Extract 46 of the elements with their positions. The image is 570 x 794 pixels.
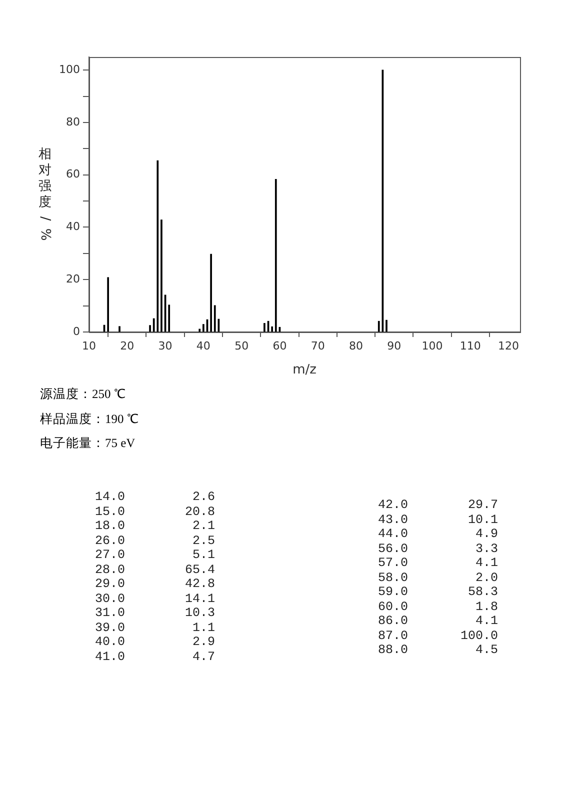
text: 39.0 1.1	[95, 620, 216, 635]
text: 15.0 20.8	[95, 504, 216, 519]
text: 58.0 2.0	[378, 570, 498, 585]
y-tick-label: 0	[73, 324, 80, 338]
text: 31.0 10.3	[95, 606, 216, 620]
text: 样品温度：190 ℃	[40, 410, 139, 428]
x-tick-label: 40	[196, 339, 210, 352]
text: 44.0 4.9	[378, 527, 498, 542]
x-tick-label: 20	[120, 339, 134, 352]
y-axis-title: 相对强度/%	[38, 146, 53, 241]
x-axis-title: m/z	[292, 362, 317, 378]
text: 40.0 2.9	[95, 635, 216, 650]
text: 41.0 4.7	[95, 650, 216, 664]
y-tick-label: 80	[66, 115, 80, 128]
y-tick-label: 40	[66, 220, 80, 234]
text: 29.0 42.8	[95, 577, 216, 592]
text: 56.0 3.3	[378, 542, 498, 556]
y-tick-label: 100	[59, 62, 80, 76]
x-tick-label: 80	[348, 339, 363, 352]
x-tick-label: 30	[158, 339, 172, 352]
text: 18.0 2.1	[95, 519, 216, 534]
text: 86.0 4.1	[378, 614, 498, 628]
x-tick-label: 70	[310, 339, 325, 352]
text: 电子能量：75 eV	[40, 435, 136, 452]
text: 88.0 4.5	[378, 643, 498, 658]
text: 57.0 4.1	[378, 556, 498, 570]
x-tick-label: 10	[82, 339, 96, 352]
text: 26.0 2.5	[95, 534, 216, 548]
x-tick-label: 90	[387, 339, 402, 352]
x-tick-label: 110	[460, 339, 481, 352]
text: 27.0 5.1	[95, 548, 216, 562]
text: 14.0 2.6	[95, 490, 216, 504]
x-tick-label: 60	[272, 339, 287, 352]
x-tick-label: 120	[498, 339, 520, 352]
y-tick-label: 60	[66, 168, 80, 181]
text: 源温度：250 ℃	[40, 386, 127, 403]
text: 43.0 10.1	[378, 512, 498, 527]
x-tick-label: 100	[422, 339, 443, 352]
text: 42.0 29.7	[378, 498, 498, 512]
text: 87.0 100.0	[378, 628, 498, 643]
text: 60.0 1.8	[378, 600, 498, 614]
text: 59.0 58.3	[378, 585, 498, 600]
x-tick-label: 50	[234, 339, 249, 352]
text: 30.0 14.1	[95, 592, 216, 606]
y-tick-label: 20	[66, 272, 80, 286]
text: 28.0 65.4	[95, 562, 216, 577]
